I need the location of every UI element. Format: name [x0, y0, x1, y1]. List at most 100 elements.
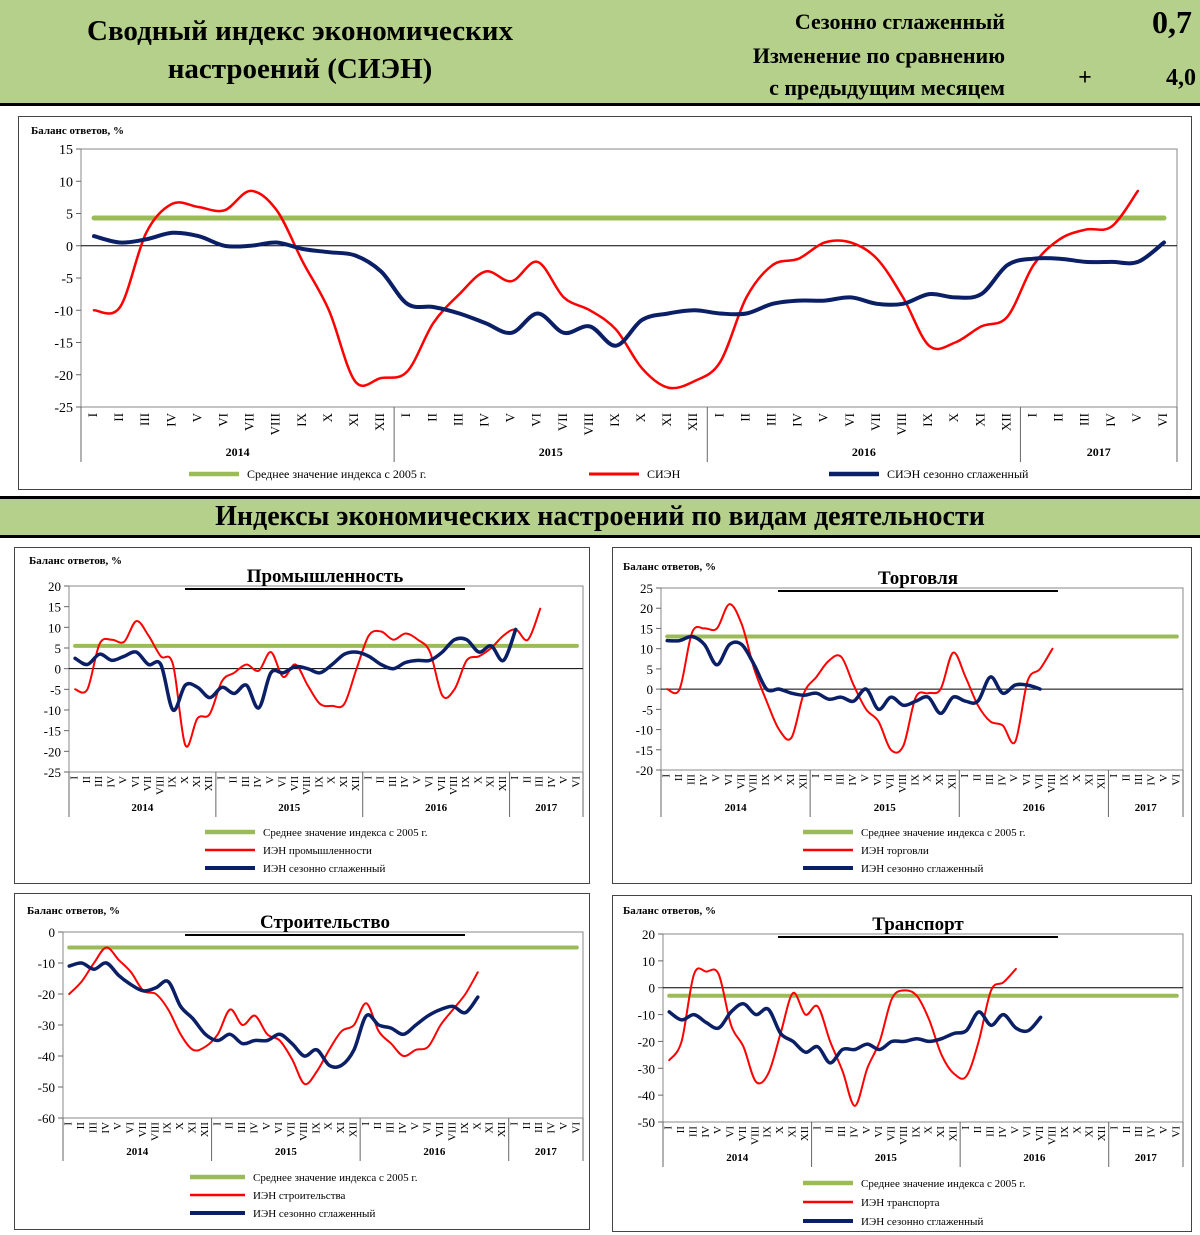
x-tick-label: III — [686, 774, 698, 785]
x-tick-label: III — [387, 776, 399, 787]
y-tick-label: 5 — [55, 641, 62, 656]
x-tick-label: IV — [1103, 412, 1118, 426]
x-tick-label: I — [810, 774, 822, 778]
y-tick-label: -5 — [61, 272, 73, 287]
year-label: 2016 — [852, 445, 876, 459]
x-tick-label: II — [375, 776, 387, 784]
x-tick-label: IV — [105, 776, 117, 788]
x-tick-label: III — [985, 1126, 997, 1137]
x-tick-label: X — [1071, 1126, 1083, 1134]
change-value: 4,0 — [1166, 65, 1196, 91]
x-tick-label: VIII — [1047, 1126, 1059, 1145]
x-tick-label: IV — [790, 412, 805, 426]
x-tick-label: V — [558, 776, 570, 784]
x-tick-label: VI — [529, 413, 544, 427]
x-tick-label: II — [1121, 1126, 1133, 1134]
x-tick-label: XII — [947, 774, 959, 790]
x-tick-label: XI — [787, 1126, 799, 1138]
page-title: Сводный индекс экономических настроений … — [20, 12, 580, 88]
x-tick-label: V — [710, 774, 722, 782]
year-label: 2017 — [1135, 802, 1158, 814]
x-tick-label: VI — [422, 1122, 434, 1134]
x-tick-label: XII — [799, 1126, 811, 1142]
x-tick-label: X — [179, 776, 191, 784]
x-tick-label: V — [861, 1126, 873, 1134]
x-tick-label: III — [137, 413, 152, 426]
x-tick-label: V — [189, 412, 204, 422]
legend-label: ИЭН транспорта — [861, 1197, 940, 1209]
y-tick-label: -10 — [38, 956, 55, 971]
x-tick-label: III — [1133, 774, 1145, 785]
x-tick-label: IV — [546, 1122, 558, 1134]
x-tick-label: X — [323, 1122, 335, 1130]
x-tick-label: XII — [998, 413, 1013, 431]
x-tick-label: X — [633, 412, 648, 422]
x-tick-label: XII — [685, 413, 700, 431]
main-chart-panel: Баланс ответов, % 15 10 5 0 -5 -10 -15 -20 -25 I II… — [18, 116, 1192, 490]
x-tick-label: II — [228, 776, 240, 784]
x-tick-label: VIII — [748, 774, 760, 793]
x-tick-label: IX — [167, 776, 179, 788]
x-tick-label: IV — [848, 1126, 860, 1138]
construction-chart: Баланс ответов, % Строительство 0 -10 -20 -30… — [27, 905, 584, 1220]
x-tick-label: X — [473, 776, 485, 784]
x-tick-label: IX — [909, 774, 921, 786]
plot-area — [662, 933, 1184, 1123]
x-tick-label: V — [816, 412, 831, 422]
x-tick-label: II — [675, 1126, 687, 1134]
year-label: 2016 — [425, 802, 448, 814]
change-label-line2: с предыдущим месяцем — [769, 75, 1005, 100]
industry-chart-panel: Баланс ответов, % Промышленность 20 15 10 5 0-… — [14, 547, 590, 884]
x-tick-label: VI — [130, 776, 142, 788]
x-tick-label: VI — [725, 1126, 737, 1138]
x-tick-label: IV — [100, 1122, 112, 1134]
y-tick-label: -50 — [638, 1115, 655, 1130]
page-title-line2: настроений (СИЭН) — [167, 53, 433, 85]
section-bottom-line — [0, 535, 1200, 538]
x-tick-label: VI — [1170, 774, 1182, 786]
x-tick-label: IX — [1059, 1126, 1071, 1138]
x-tick-label: I — [216, 776, 228, 780]
x-tick-label: X — [922, 774, 934, 782]
y-tick-label: -20 — [44, 744, 61, 759]
x-tick-label: II — [424, 413, 439, 422]
plot-area — [62, 931, 584, 1119]
legend-label: ИЭН сезонно сглаженный — [253, 1208, 375, 1220]
x-tick-label: XI — [935, 1126, 947, 1138]
x-tick-label: IX — [1058, 774, 1070, 786]
x-tick-label: V — [860, 774, 872, 782]
x-tick-label: II — [81, 776, 93, 784]
series-line-3 — [667, 1002, 1043, 1065]
x-tick-label: I — [509, 776, 521, 780]
x-tick-label: V — [118, 776, 130, 784]
x-tick-label: XII — [797, 774, 809, 790]
x-tick-label: V — [261, 1122, 273, 1130]
x-tick-label: I — [1108, 774, 1120, 778]
x-tick-label: XI — [335, 1122, 347, 1134]
x-tick-label: III — [450, 413, 465, 426]
x-tick-label: VI — [570, 776, 582, 788]
y-tick-label: -5 — [50, 682, 61, 697]
x-tick-label: I — [959, 774, 971, 778]
year-label: 2015 — [539, 445, 563, 459]
x-tick-label: VIII — [898, 1126, 910, 1145]
plot-area — [80, 148, 1178, 408]
x-tick-label: II — [224, 1122, 236, 1130]
x-tick-label: IX — [762, 1126, 774, 1138]
x-tick-label: IV — [546, 776, 558, 788]
x-tick-label: XI — [484, 1122, 496, 1134]
series-line-2 — [92, 189, 1140, 390]
y-tick-label: 20 — [48, 579, 61, 594]
x-tick-label: XI — [785, 774, 797, 786]
seasonal-value: 0,7 — [1152, 4, 1192, 40]
x-tick-label: I — [960, 1126, 972, 1130]
chart-title: Промышленность — [247, 566, 404, 587]
x-tick-label: VII — [737, 1126, 749, 1142]
x-tick-label: V — [411, 776, 423, 784]
x-tick-label: I — [811, 1126, 823, 1130]
year-label: 2015 — [874, 802, 897, 814]
section-top-line — [0, 496, 1200, 499]
x-tick-label: IX — [607, 412, 622, 426]
section2-title: Индексы экономических настроений по вида… — [215, 501, 985, 532]
